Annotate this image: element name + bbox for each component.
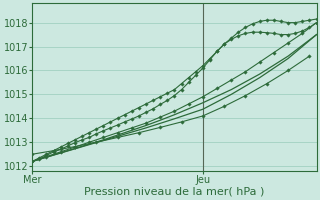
X-axis label: Pression niveau de la mer( hPa ): Pression niveau de la mer( hPa ) xyxy=(84,187,265,197)
